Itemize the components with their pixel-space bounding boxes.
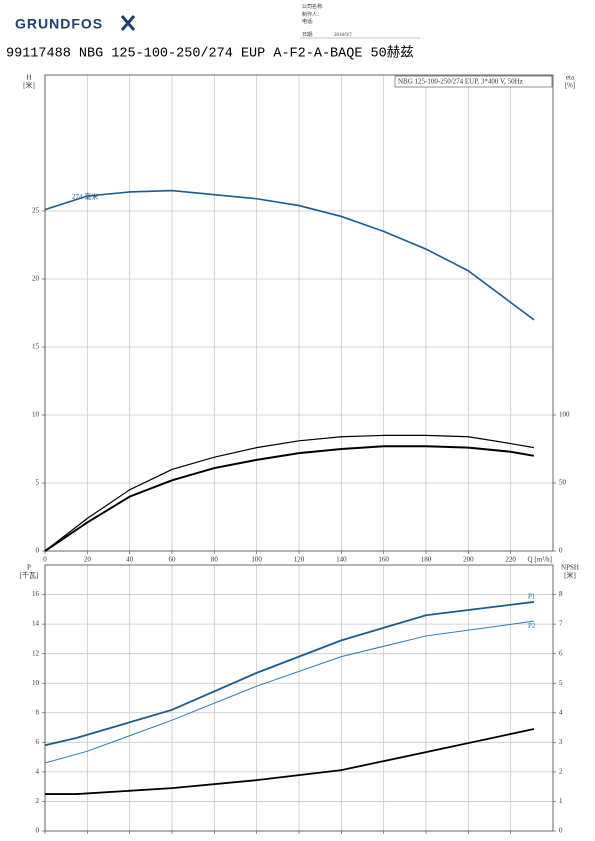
y-tick-label: 15 xyxy=(32,343,40,351)
info-box xyxy=(394,75,553,88)
y-tick-label: 8 xyxy=(36,708,40,716)
curve xyxy=(44,434,535,552)
info-text: NBG 125-100-250/274 EUP, 3*400 V, 50Hz xyxy=(398,78,523,86)
x-tick-label: 40 xyxy=(126,556,134,564)
field-label: 日期: xyxy=(302,32,313,38)
y2-axis-unit: [%] xyxy=(565,82,576,90)
x-tick-label: 120 xyxy=(294,556,305,564)
x-tick-label: 140 xyxy=(336,556,347,564)
y-tick-label: 0 xyxy=(36,827,40,835)
y2-tick-label: 5 xyxy=(559,679,563,687)
y-tick-label: 4 xyxy=(36,767,40,775)
page-title: 99117488 NBG 125-100-250/274 EUP A-F2-A-… xyxy=(6,45,414,62)
curve xyxy=(44,189,535,321)
date: 2018/9/7 xyxy=(334,33,352,38)
y-axis-label: P xyxy=(27,564,31,572)
y2-tick-label: 3 xyxy=(559,738,563,746)
y2-tick-label: 2 xyxy=(559,767,563,775)
y2-tick-label: 8 xyxy=(559,590,563,598)
curve xyxy=(45,728,535,795)
y2-axis-unit: [米] xyxy=(564,571,576,580)
y-tick-label: 0 xyxy=(36,547,40,555)
x-tick-label: 80 xyxy=(211,556,219,564)
y2-tick-label: 1 xyxy=(559,797,563,805)
field-label: 制作人： xyxy=(302,11,322,18)
plot-frame xyxy=(44,564,554,832)
y2-tick-label: 0 xyxy=(559,827,563,835)
y-tick-label: 10 xyxy=(32,411,40,419)
x-axis-label: Q [m³/h] xyxy=(528,556,552,564)
y-tick-label: 10 xyxy=(32,679,40,687)
y-axis-label: H xyxy=(26,74,31,82)
y-tick-label: 20 xyxy=(32,275,40,283)
field-label: 公司名称: xyxy=(302,3,323,10)
curve-label: P1 xyxy=(528,593,536,601)
x-tick-label: 20 xyxy=(84,556,92,564)
curve xyxy=(44,620,535,764)
x-tick-label: 0 xyxy=(43,556,47,564)
y2-tick-label: 50 xyxy=(559,479,567,487)
y-tick-label: 5 xyxy=(36,479,40,487)
y2-tick-label: 7 xyxy=(559,620,563,628)
y-tick-label: 2 xyxy=(36,797,40,805)
logo: GRUNDFOS xyxy=(15,16,103,32)
y-axis-unit: [千瓦] xyxy=(20,571,39,580)
y-tick-label: 25 xyxy=(32,207,40,215)
field-label: 电话: xyxy=(302,18,313,25)
y-tick-label: 12 xyxy=(32,649,40,657)
curve-label: P2 xyxy=(528,622,536,630)
curve-label: 274 毫米 xyxy=(72,192,98,201)
y2-tick-label: 6 xyxy=(559,649,563,657)
x-tick-label: 160 xyxy=(378,556,389,564)
x-tick-label: 100 xyxy=(251,556,262,564)
x-tick-label: 200 xyxy=(463,556,474,564)
plot-frame xyxy=(44,74,554,552)
y-tick-label: 16 xyxy=(32,590,40,598)
y2-tick-label: 0 xyxy=(559,547,563,555)
y2-axis-label: eta xyxy=(566,74,575,82)
y2-axis-label: NPSH xyxy=(561,564,579,572)
y2-tick-label: 100 xyxy=(559,411,570,419)
logo-mark xyxy=(120,15,136,31)
y-tick-label: 14 xyxy=(32,620,40,628)
curve xyxy=(44,445,535,552)
y2-tick-label: 4 xyxy=(559,708,563,716)
curve xyxy=(44,601,535,747)
y-axis-unit: [米] xyxy=(23,81,35,90)
x-tick-label: 180 xyxy=(421,556,432,564)
x-tick-label: 220 xyxy=(505,556,516,564)
y-tick-label: 6 xyxy=(36,738,40,746)
x-tick-label: 60 xyxy=(169,556,177,564)
